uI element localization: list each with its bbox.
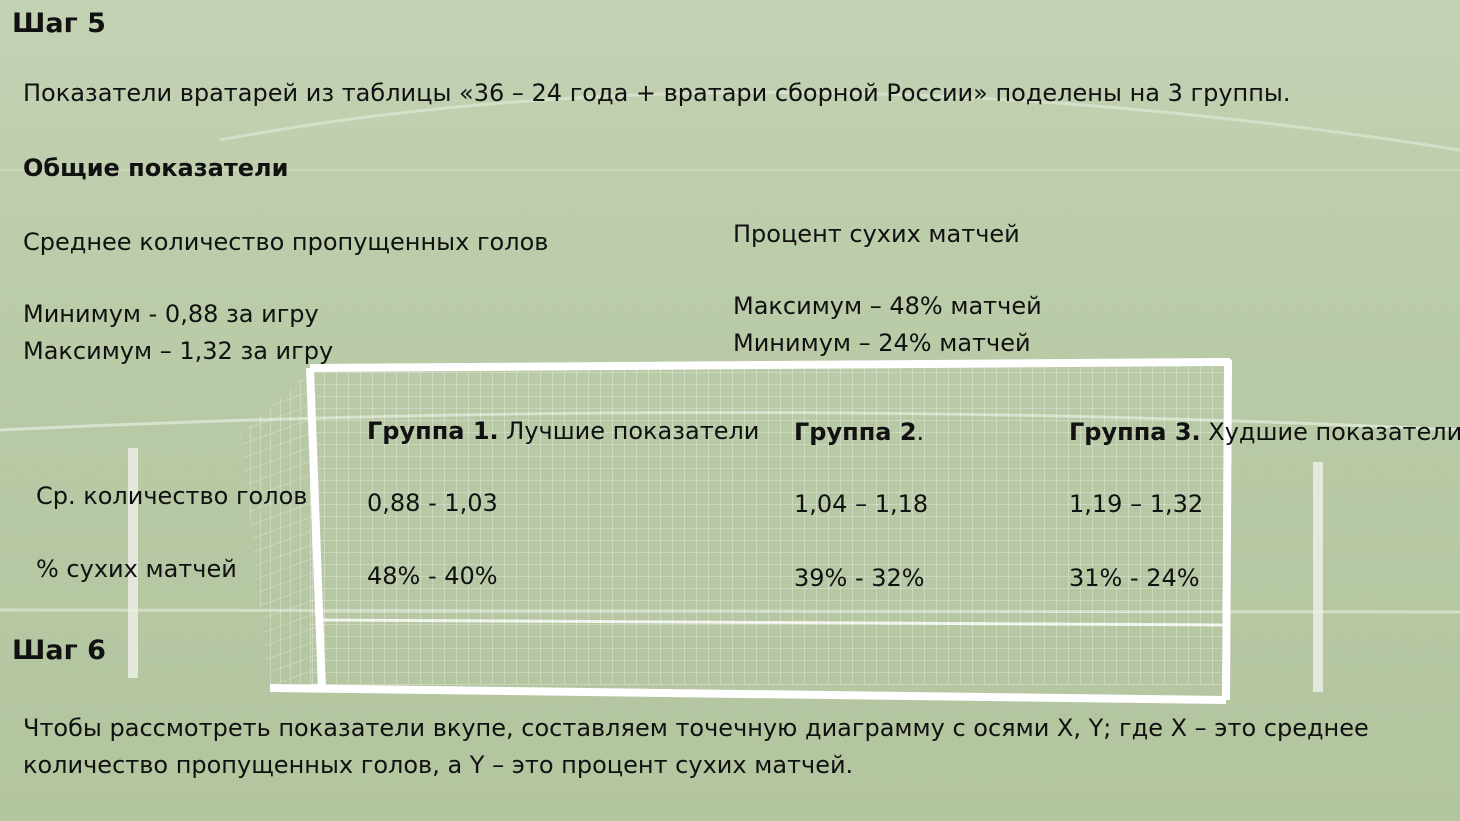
step6-title: Шаг 6 [12, 635, 106, 666]
cleansheets-max: Максимум – 48% матчей [733, 292, 1042, 320]
row-goals-group-1: 0,88 - 1,03 [367, 489, 498, 517]
group-1-header: Группа 1. Лучшие показатели [367, 417, 759, 445]
row-cleansheets-group-3: 31% - 24% [1069, 564, 1200, 592]
cleansheets-label: Процент сухих матчей [733, 220, 1020, 248]
group-3-name: Группа 3. [1069, 418, 1201, 446]
group-3-desc: Худшие показатели [1200, 418, 1460, 446]
group-1-desc: Лучшие показатели [498, 417, 760, 445]
row-cleansheets-group-1: 48% - 40% [367, 562, 498, 590]
row-cleansheets-group-2: 39% - 32% [794, 564, 925, 592]
goals-min: Минимум - 0,88 за игру [23, 300, 319, 328]
goals-label: Среднее количество пропущенных голов [23, 228, 549, 256]
goals-max: Максимум – 1,32 за игру [23, 337, 334, 365]
step5-title: Шаг 5 [12, 8, 106, 39]
group-2-header: Группа 2. [794, 418, 924, 446]
row-goals-label: Ср. количество голов [36, 482, 308, 510]
step6-text-line-1: Чтобы рассмотреть показатели вкупе, сост… [23, 714, 1369, 742]
row-cleansheets-label: % сухих матчей [36, 555, 237, 583]
row-goals-group-3: 1,19 – 1,32 [1069, 490, 1204, 518]
group-2-desc: . [916, 418, 925, 446]
cleansheets-min: Минимум – 24% матчей [733, 329, 1031, 357]
group-1-name: Группа 1. [367, 417, 499, 445]
step6-text-line-2: количество пропущенных голов, а Y – это … [23, 751, 854, 779]
step5-intro: Показатели вратарей из таблицы «36 – 24 … [23, 79, 1291, 107]
row-goals-group-2: 1,04 – 1,18 [794, 490, 929, 518]
group-2-name: Группа 2 [794, 418, 917, 446]
group-3-header: Группа 3. Худшие показатели [1069, 418, 1460, 446]
general-heading: Общие показатели [23, 154, 289, 182]
